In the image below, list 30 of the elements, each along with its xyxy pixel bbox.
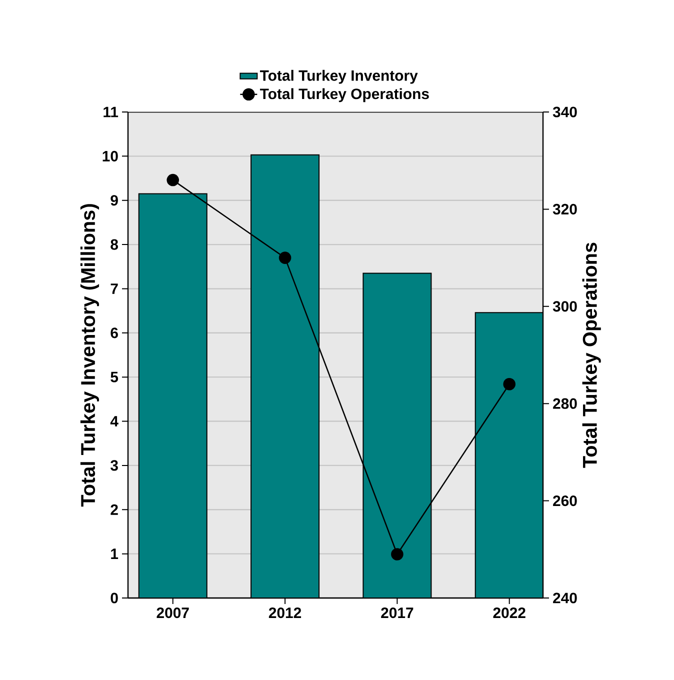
y2-tick-label: 300 [552,301,577,312]
y-tick-label: 2 [110,504,118,515]
y-tick-label: 7 [110,284,118,294]
point [278,252,292,264]
y2-tick-label: 320 [552,204,577,214]
point [503,378,516,390]
y-axis-title: Total Turkey Inventory (Millions) [80,204,100,507]
y-tick-label: 8 [110,239,118,250]
y2-axis-title: Total Turkey Operations [582,242,601,468]
y2-tick-label: 280 [553,398,577,409]
x-tick-label: 2012 [268,608,302,618]
y-tick-label: 4 [110,416,118,426]
y-tick-label: 6 [110,328,118,338]
x-tick-label: 2007 [156,608,189,618]
x-tick-label: 2017 [381,608,414,618]
y-tick-label: 5 [110,372,118,382]
y-tick-label: 9 [110,195,118,206]
y2-tick-label: 340 [552,106,577,118]
point [391,548,404,560]
y-tick-label: 10 [102,150,118,162]
y-tick-label: 1 [111,548,118,559]
legend-label: Total Turkey Operations [260,88,429,102]
y-tick-label: 3 [110,460,118,471]
point [166,174,180,186]
y-tick-label: 0 [110,592,118,604]
y-tick-label: 11 [104,106,118,118]
x-tick-label: 2022 [493,608,526,618]
y2-tick-label: 260 [553,496,577,506]
legend-label: Total Turkey Inventory [260,70,418,84]
y2-tick-label: 240 [553,592,577,604]
